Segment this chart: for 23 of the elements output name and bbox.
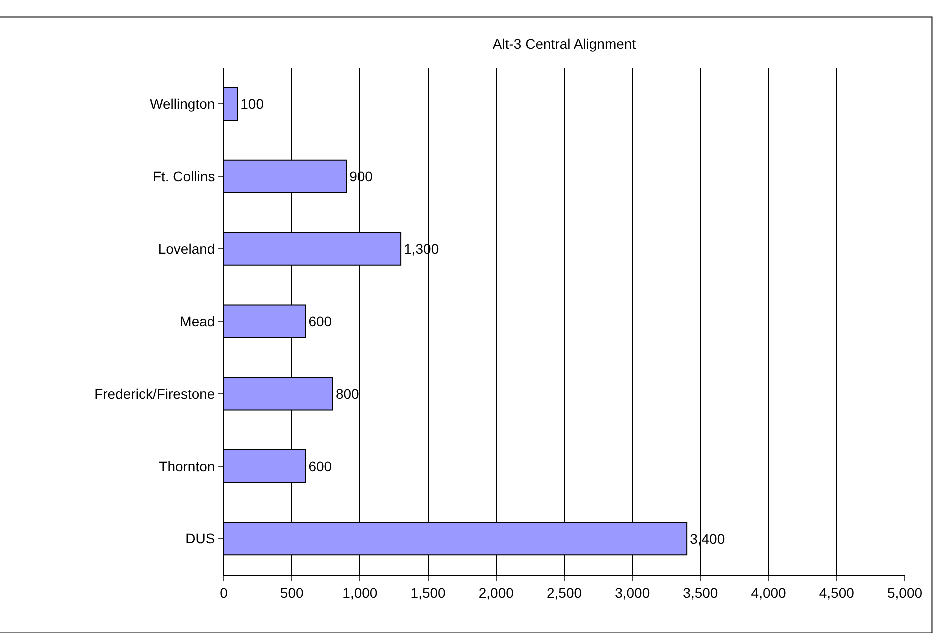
- x-tick-label: 2,000: [478, 584, 514, 601]
- chart-title: Alt-3 Central Alignment: [492, 36, 636, 52]
- y-tick-label: Ft. Collins: [152, 168, 216, 185]
- y-tick-label: Loveland: [158, 240, 216, 257]
- data-label: 100: [240, 96, 264, 112]
- x-tick-label: 3,000: [615, 584, 650, 601]
- x-tick-label: 1,500: [410, 584, 446, 601]
- x-tick-label: 4,500: [819, 584, 855, 601]
- y-tick-label: Mead: [180, 313, 216, 330]
- data-label: 800: [336, 386, 360, 402]
- x-tick-label: 0: [220, 584, 228, 601]
- y-tick-label: Thornton: [159, 458, 216, 474]
- data-label: 600: [308, 314, 332, 330]
- x-tick-label: 500: [280, 584, 304, 601]
- y-tick-label: Wellington: [150, 96, 216, 112]
- data-label: 600: [308, 458, 332, 474]
- x-tick-label: 1,000: [342, 584, 378, 601]
- x-tick-label: 4,000: [751, 584, 787, 601]
- x-tick-label: 3,500: [683, 584, 718, 601]
- y-tick-label: DUS: [186, 530, 216, 547]
- x-tick-label: 2,500: [546, 584, 582, 601]
- x-tick-label: 5,000: [887, 584, 923, 601]
- y-tick-label: Frederick/Firestone: [94, 386, 216, 402]
